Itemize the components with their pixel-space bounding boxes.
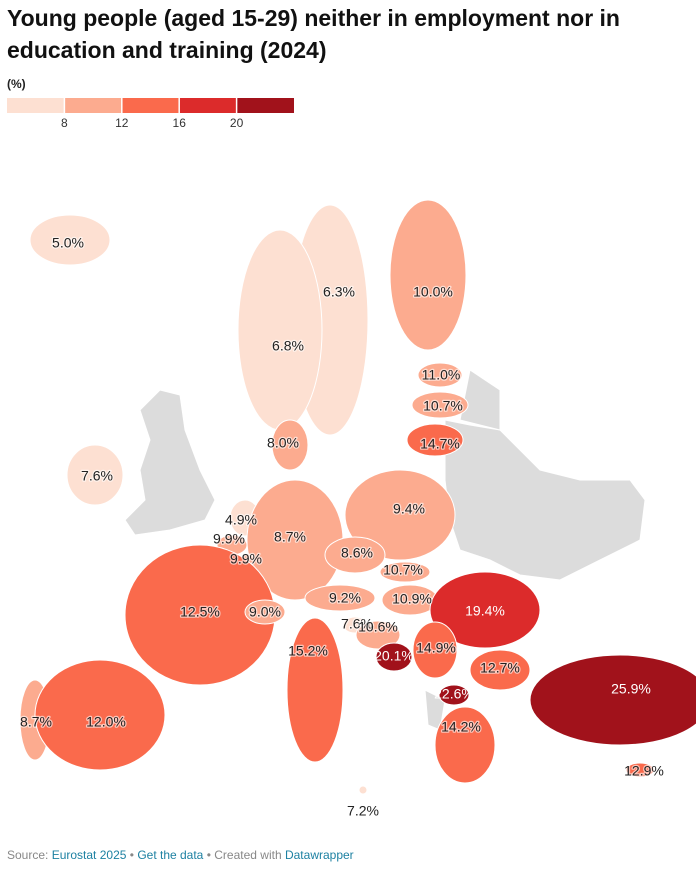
legend: 8 12 16 20 <box>7 98 294 130</box>
region-label: 9.0% <box>249 604 281 620</box>
region <box>286 617 344 763</box>
footer: Source: Eurostat 2025 • Get the data • C… <box>7 848 354 862</box>
legend-swatch <box>64 98 122 113</box>
region-label: 22.6% <box>434 686 474 702</box>
region <box>355 620 401 650</box>
region-label: 12.0% <box>86 714 126 730</box>
legend-swatch <box>236 98 294 113</box>
legend-title: (%) <box>7 77 26 91</box>
region-label: 25.9% <box>611 681 651 697</box>
region <box>29 214 111 266</box>
region <box>34 659 166 771</box>
region-label: 14.9% <box>416 640 456 656</box>
region-label: 12.5% <box>180 604 220 620</box>
region-label: 9.9% <box>230 551 262 567</box>
region-label: 8.6% <box>341 545 373 561</box>
region <box>375 642 413 672</box>
source-link[interactable]: Eurostat 2025 <box>51 848 127 862</box>
no-data-region <box>444 419 646 581</box>
region <box>411 391 469 419</box>
region-label: 10.6% <box>358 619 398 635</box>
region-label: 12.9% <box>624 763 664 779</box>
legend-tick-label: 20 <box>230 116 244 130</box>
region-label: 7.6% <box>81 468 113 484</box>
map: (%) 5.0% 6.3% 10.0% 6.8% 11.0% 10.7% 14.7% 8.0%… <box>7 77 696 820</box>
region-label: 19.4% <box>465 603 505 619</box>
region-label: 10.9% <box>392 591 432 607</box>
region-label: 9.2% <box>329 590 361 606</box>
region <box>406 423 464 457</box>
legend-swatch <box>179 98 237 113</box>
map-title: Young people (aged 15-29) neither in emp… <box>7 5 620 63</box>
no-data-regions <box>124 369 646 731</box>
data-link[interactable]: Get the data <box>137 848 204 862</box>
region-label: 10.7% <box>383 562 423 578</box>
legend-swatch <box>121 98 180 113</box>
region <box>304 584 376 612</box>
region-label: 6.3% <box>323 284 355 300</box>
separator: • <box>129 848 134 862</box>
region <box>389 199 467 351</box>
region <box>271 419 309 471</box>
region <box>417 362 463 388</box>
region-label: 15.2% <box>288 643 328 659</box>
region-label: 9.9% <box>213 531 245 547</box>
no-data-region <box>124 389 216 536</box>
region-label: 10.7% <box>423 398 463 414</box>
credit: Created with <box>214 848 282 862</box>
region-label: 7.6% <box>341 616 373 632</box>
regions <box>19 199 696 795</box>
region-label: 4.9% <box>225 512 257 528</box>
region-label: 9.4% <box>393 501 425 517</box>
legend-tick-label: 8 <box>61 116 68 130</box>
region <box>344 469 456 561</box>
region <box>379 561 431 583</box>
region <box>244 599 286 625</box>
region <box>429 571 541 649</box>
region <box>529 654 696 746</box>
region <box>434 706 496 784</box>
region-label: 8.7% <box>20 714 52 730</box>
region-label: 10.0% <box>413 284 453 300</box>
separator: • <box>206 848 211 862</box>
region-label: 12.7% <box>480 660 520 676</box>
region-label: 14.7% <box>420 436 460 452</box>
region-label: 8.7% <box>274 529 306 545</box>
region <box>237 229 323 431</box>
legend-tick-label: 16 <box>173 116 187 130</box>
region-label: 5.0% <box>52 235 84 251</box>
region <box>66 444 124 506</box>
region-label: 20.1% <box>374 648 414 664</box>
tool-link[interactable]: Datawrapper <box>284 848 354 862</box>
region-label: 14.2% <box>441 719 481 735</box>
region-label: 11.0% <box>422 367 461 383</box>
region-label: 8.0% <box>267 435 299 451</box>
region-label: 6.8% <box>272 338 304 354</box>
region <box>324 536 386 574</box>
region-label: 7.2% <box>347 803 379 819</box>
region-labels: 5.0% 6.3% 10.0% 6.8% 11.0% 10.7% 14.7% 8.0% 7.6%… <box>19 233 665 820</box>
source-label: Source: <box>7 848 49 862</box>
legend-swatch <box>7 98 65 113</box>
region <box>469 649 531 691</box>
legend-tick-label: 12 <box>115 116 129 130</box>
region <box>438 684 470 706</box>
region <box>358 785 368 795</box>
region <box>412 621 458 679</box>
region <box>625 762 655 778</box>
